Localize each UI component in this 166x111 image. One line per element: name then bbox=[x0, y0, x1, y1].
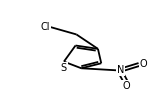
Text: O: O bbox=[122, 81, 130, 91]
Text: N: N bbox=[117, 65, 124, 75]
Text: O: O bbox=[140, 59, 147, 69]
Text: S: S bbox=[61, 63, 67, 73]
Text: Cl: Cl bbox=[40, 22, 50, 32]
